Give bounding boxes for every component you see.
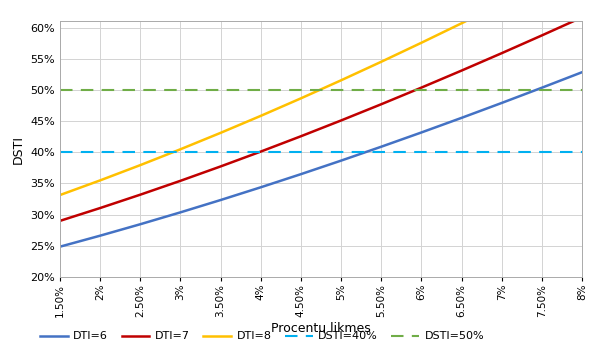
DTI=6 [337,158,344,163]
Y-axis label: DSTI: DSTI [12,135,25,164]
DTI=7 [337,118,344,122]
DTI=6 [257,185,265,190]
DTI=6 [578,70,586,74]
DTI=7 [418,86,425,90]
DTI=6 [56,245,64,249]
DTI=6 [498,101,505,105]
DTI=8 [137,163,144,167]
Line: DTI=8: DTI=8 [60,0,582,195]
DTI=6 [137,222,144,226]
DTI=8 [458,21,465,26]
DTI=8 [337,78,344,82]
X-axis label: Procentu likmes: Procentu likmes [271,322,371,335]
DTI=8 [498,1,505,6]
DTI=7 [217,164,224,169]
DTI=6 [418,130,425,135]
DTI=6 [377,144,385,149]
DTI=7 [458,69,465,73]
DTI=7 [578,15,586,20]
DTI=7 [298,134,305,138]
DTI=6 [538,86,545,90]
DTI=6 [177,210,184,214]
DTI=7 [56,219,64,223]
DTI=7 [538,33,545,38]
DTI=6 [458,116,465,120]
Line: DTI=7: DTI=7 [60,17,582,221]
DTI=8 [97,178,104,182]
DTI=7 [177,179,184,183]
DTI=6 [97,234,104,238]
DTI=7 [257,149,265,154]
DTI=8 [298,96,305,100]
Line: DTI=6: DTI=6 [60,72,582,247]
DTI=8 [377,60,385,64]
DTI=8 [257,114,265,118]
DTI=8 [217,131,224,135]
DTI=6 [217,198,224,202]
Legend: DTI=6, DTI=7, DTI=8, DSTI=40%, DSTI=50%: DTI=6, DTI=7, DTI=8, DSTI=40%, DSTI=50% [35,327,488,346]
DTI=8 [177,147,184,151]
DTI=8 [56,193,64,197]
DTI=7 [377,102,385,106]
DTI=6 [298,172,305,176]
DTI=7 [498,51,505,55]
DTI=8 [418,40,425,45]
DTI=7 [97,206,104,210]
DTI=7 [137,192,144,197]
